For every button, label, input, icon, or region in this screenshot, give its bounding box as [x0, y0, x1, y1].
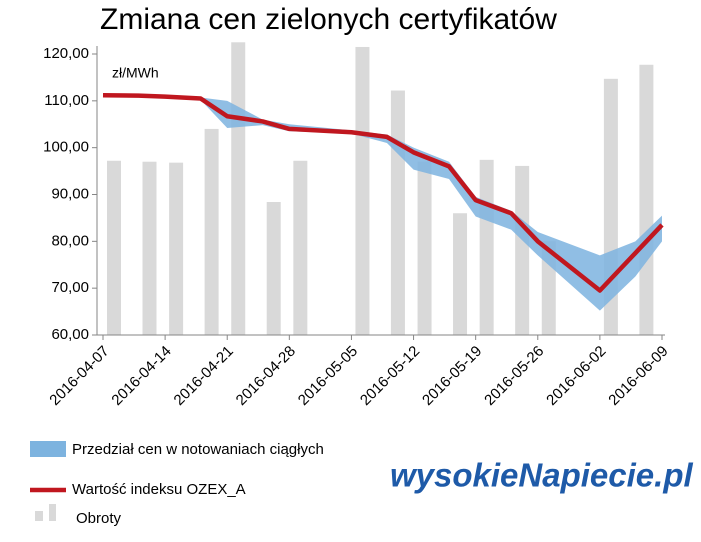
- bar: [390, 90, 405, 335]
- bar: [355, 46, 370, 335]
- price-range-band: [103, 93, 662, 311]
- x-tick-label: 2016-06-02: [543, 343, 609, 409]
- x-tick-label: 2016-04-28: [233, 343, 299, 409]
- legend-label: Przedział cen w notowaniach ciągłych: [72, 441, 324, 458]
- y-tick-label: 110,00: [44, 92, 89, 109]
- x-tick-label: 2016-05-12: [357, 343, 423, 409]
- x-tick-label: 2016-05-26: [481, 343, 547, 409]
- bar: [479, 159, 494, 335]
- bar: [639, 64, 654, 335]
- legend-swatch-band: [30, 441, 66, 457]
- legend-swatch-bar: [49, 504, 56, 521]
- x-tick-label: 2016-04-14: [108, 343, 174, 409]
- y-tick-label: 100,00: [43, 139, 89, 156]
- bar: [453, 213, 468, 335]
- chart-title: Zmiana cen zielonych certyfikatów: [100, 3, 557, 36]
- y-tick-label: 120,00: [43, 45, 89, 62]
- logo: wysokieNapiecie.pl: [390, 457, 693, 494]
- bar: [231, 42, 246, 335]
- index-line: [102, 92, 664, 293]
- y-unit-label: zł/MWh: [112, 65, 159, 81]
- bar: [204, 128, 219, 335]
- bar: [142, 161, 157, 335]
- x-tick-label: 2016-05-19: [419, 343, 485, 409]
- bar: [293, 160, 308, 335]
- x-tick-label: 2016-04-21: [171, 343, 237, 409]
- legend-label: Obroty: [76, 510, 122, 527]
- legend-label: Wartość indeksu OZEX_A: [72, 481, 246, 498]
- bar: [169, 162, 184, 335]
- bar: [417, 161, 432, 335]
- x-tick-label: 2016-05-05: [295, 343, 361, 409]
- bar: [107, 160, 121, 335]
- x-tick-label: 2016-04-07: [46, 343, 112, 409]
- bar: [666, 56, 680, 335]
- y-tick-label: 70,00: [51, 279, 89, 296]
- bar: [266, 201, 281, 335]
- y-tick-label: 80,00: [51, 232, 89, 249]
- bar: [515, 165, 530, 335]
- x-tick-label: 2016-06-09: [605, 343, 671, 409]
- y-tick-label: 60,00: [51, 326, 89, 343]
- legend-swatch-bar: [35, 511, 43, 521]
- y-tick-label: 90,00: [51, 185, 89, 202]
